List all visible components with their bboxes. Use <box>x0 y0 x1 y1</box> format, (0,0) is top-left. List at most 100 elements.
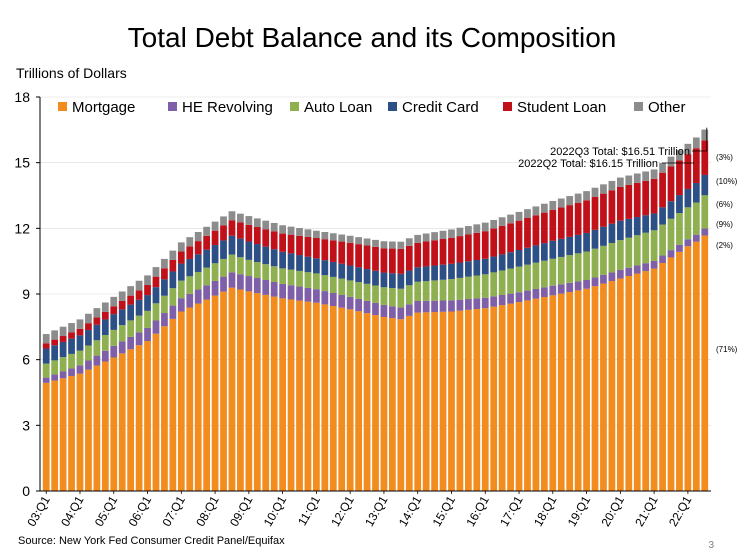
bar-segment-credit-card <box>692 183 700 203</box>
bar-segment-other <box>127 286 135 296</box>
bar-stack <box>532 206 540 491</box>
bar-segment-auto-loan <box>431 280 438 301</box>
bar-segment-credit-card <box>152 287 160 304</box>
bar-segment-he-revolving <box>346 296 354 310</box>
bar-segment-student-loan <box>127 295 135 305</box>
bar-stack <box>600 184 607 491</box>
bar-segment-auto-loan <box>262 264 270 280</box>
bar-segment-he-revolving <box>321 291 329 305</box>
bar-segment-auto-loan <box>667 218 675 251</box>
bar-segment-credit-card <box>135 299 143 316</box>
chart-title: Total Debt Balance and its Composition <box>127 22 617 53</box>
bar-segment-other <box>465 226 472 235</box>
bar-segment-credit-card <box>600 226 607 246</box>
bar-segment-he-revolving <box>524 290 531 301</box>
bar-segment-credit-card <box>245 241 253 260</box>
bar-segment-other <box>169 250 177 260</box>
bar-segment-he-revolving <box>110 345 118 358</box>
bar-segment-other <box>245 216 253 225</box>
bar-segment-student-loan <box>684 154 692 189</box>
bar-segment-auto-loan <box>439 279 447 301</box>
bar-segment-he-revolving <box>169 305 177 319</box>
bar-segment-mortgage <box>194 303 202 491</box>
bar-segment-other <box>540 203 548 213</box>
bar-segment-student-loan <box>540 212 548 244</box>
bar-segment-credit-card <box>380 272 388 288</box>
bar-segment-mortgage <box>625 276 633 491</box>
bar-segment-student-loan <box>270 231 278 250</box>
bar-stack <box>270 222 278 491</box>
bar-segment-auto-loan <box>304 272 312 288</box>
bar-segment-mortgage <box>321 304 329 491</box>
bar-segment-he-revolving <box>608 272 616 282</box>
bar-segment-he-revolving <box>448 300 455 312</box>
y-tick-label: 15 <box>14 155 30 171</box>
bar-segment-he-revolving <box>498 294 506 306</box>
bar-segment-auto-loan <box>228 254 236 273</box>
bar-segment-auto-loan <box>101 335 109 351</box>
bar-segment-mortgage <box>270 296 278 491</box>
bar-segment-mortgage <box>237 289 244 491</box>
bar-stack <box>135 280 143 491</box>
bar-segment-auto-loan <box>498 270 506 295</box>
bar-segment-student-loan <box>524 217 531 248</box>
bar-segment-student-loan <box>380 248 388 273</box>
bar-segment-he-revolving <box>194 289 202 304</box>
bar-segment-auto-loan <box>684 207 692 240</box>
bar-segment-other <box>329 233 337 241</box>
bar-stack <box>313 230 320 491</box>
bar-segment-auto-loan <box>321 275 329 292</box>
bar-segment-mortgage <box>481 308 489 491</box>
bar-segment-he-revolving <box>59 371 67 379</box>
bar-segment-student-loan <box>625 184 633 219</box>
bar-segment-auto-loan <box>389 287 396 307</box>
bar-segment-student-loan <box>414 242 422 268</box>
bar-segment-other <box>422 233 430 242</box>
bar-segment-he-revolving <box>245 276 253 292</box>
x-tick-label: 07:Q1 <box>159 493 188 529</box>
bar-segment-other <box>515 211 523 221</box>
bar-segment-he-revolving <box>532 288 540 299</box>
bar-segment-mortgage <box>68 375 75 491</box>
bar-segment-he-revolving <box>161 313 168 327</box>
bar-segment-mortgage <box>355 311 362 491</box>
bar-stack <box>490 219 498 491</box>
bar-segment-other <box>93 308 101 318</box>
x-tick-label: 15:Q1 <box>430 493 459 529</box>
bar-segment-mortgage <box>135 345 143 491</box>
bar-stack <box>363 238 371 491</box>
bar-segment-student-loan <box>659 172 666 208</box>
bar-segment-mortgage <box>262 294 270 491</box>
legend-swatch <box>168 102 177 111</box>
legend-label: HE Revolving <box>182 99 273 116</box>
bar-segment-auto-loan <box>211 263 219 281</box>
bar-segment-credit-card <box>346 265 354 281</box>
bar-segment-auto-loan <box>405 285 413 305</box>
bar-segment-student-loan <box>211 230 219 246</box>
x-tick-label: 20:Q1 <box>598 493 627 529</box>
bar-segment-he-revolving <box>625 267 633 276</box>
bar-stacks <box>42 129 709 491</box>
bar-segment-mortgage <box>152 333 160 491</box>
bar-segment-other <box>405 238 413 246</box>
bar-segment-he-revolving <box>540 287 548 298</box>
bar-stack <box>507 214 514 491</box>
bar-segment-credit-card <box>177 263 185 281</box>
bar-stack <box>118 291 126 491</box>
legend-swatch <box>290 102 299 111</box>
bar-segment-credit-card <box>431 265 438 281</box>
bar-stack <box>557 198 565 491</box>
bar-segment-auto-loan <box>701 195 709 229</box>
bar-segment-auto-loan <box>397 288 405 308</box>
bar-segment-mortgage <box>540 297 548 491</box>
bar-segment-mortgage <box>633 273 641 491</box>
bar-segment-other <box>372 239 379 247</box>
bar-segment-he-revolving <box>473 298 481 310</box>
bar-segment-auto-loan <box>524 264 531 291</box>
bar-segment-student-loan <box>676 160 683 196</box>
bar-segment-he-revolving <box>262 279 270 295</box>
bar-segment-student-loan <box>152 276 160 288</box>
bar-segment-auto-loan <box>414 281 422 301</box>
bar-stack <box>625 175 633 491</box>
